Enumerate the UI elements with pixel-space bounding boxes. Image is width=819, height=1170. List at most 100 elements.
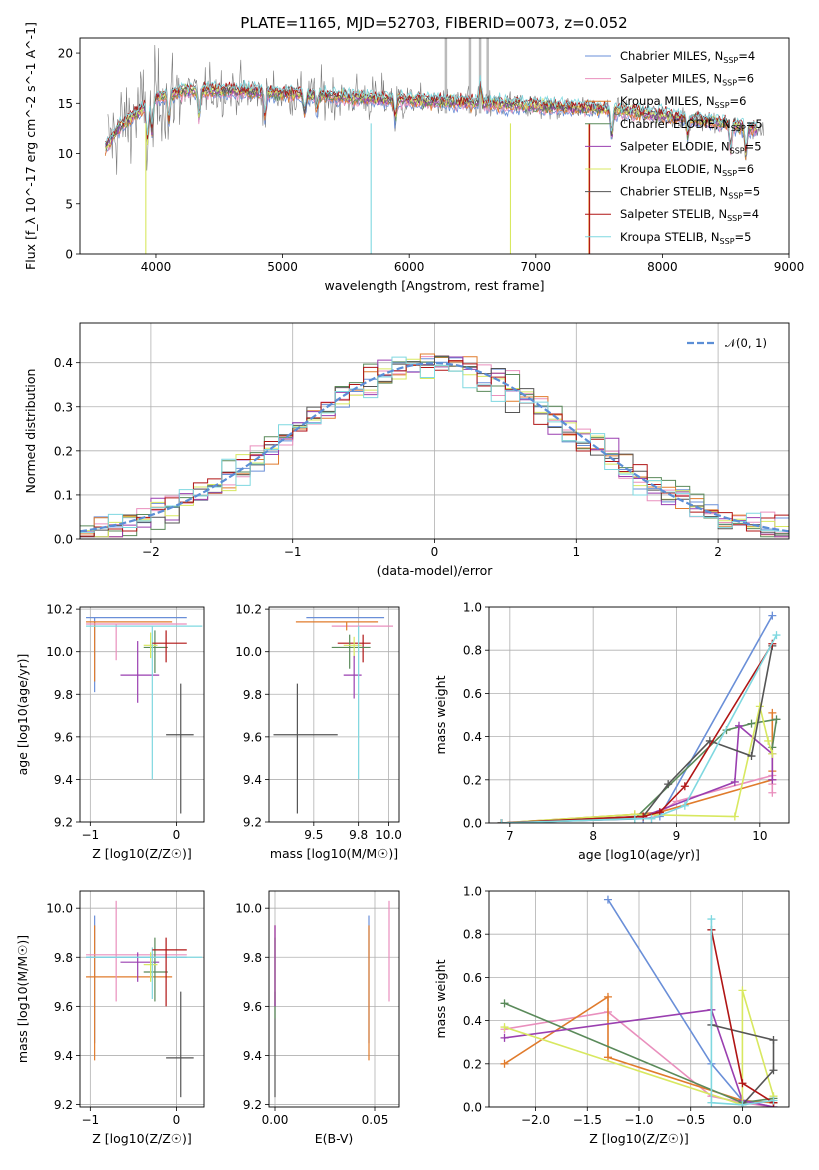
weight-line — [501, 706, 774, 823]
y-tick-label: 10.2 — [235, 603, 262, 617]
x-tick-label: 0.05 — [362, 1113, 389, 1127]
y-tick-label: 0.2 — [463, 1057, 482, 1071]
y-tick-label: 9.6 — [243, 730, 262, 744]
y-tick-label: 0.3 — [54, 400, 73, 414]
y-tick-label: 9.4 — [243, 773, 262, 787]
x-tick-label: −1 — [284, 545, 302, 559]
y-tick-label: 9.8 — [243, 688, 262, 702]
weight-marker — [500, 1023, 509, 1032]
weight-marker — [768, 708, 777, 717]
y-tick-label: 10.0 — [46, 902, 73, 916]
weight-vs-Z-axes: −2.0 −1.5 −1.0 −0.5 0.0 0.0 0.2 0.4 0.6 0.8 1.0 Z [… — [433, 885, 790, 1146]
weight-marker — [497, 819, 506, 823]
y-tick-label: 0.6 — [463, 971, 482, 985]
y-tick-label: 9.4 — [243, 1049, 262, 1063]
weight-line — [501, 724, 774, 823]
weight-line — [710, 919, 774, 1106]
x-tick-label: −1.5 — [573, 1113, 602, 1127]
legend-label: Chabrier ELODIE, NSSP=5 — [620, 117, 763, 133]
weight-marker — [768, 775, 777, 784]
spectrum-plot — [104, 38, 764, 254]
chart-title: PLATE=1165, MJD=52703, FIBERID=0073, z=0… — [240, 14, 627, 32]
mass-vs-Z-axes: −1 0 9.2 9.4 9.6 9.8 10.0 Z [log10(Z/Z☉)] mass [… — [15, 890, 205, 1146]
y-axis-label: Flux [f_λ 10^-17 erg cm^-2 s^-1 A^-1] — [23, 22, 38, 270]
mass-vs-Z-frame — [79, 890, 205, 1108]
weight-marker — [603, 895, 612, 904]
weight-marker — [738, 1079, 747, 1088]
residual-histogram — [80, 355, 789, 538]
weight-marker — [738, 1100, 747, 1107]
residuals-axes: −2 −1 0 1 2 0.0 0.1 0.2 0.3 0.4 (data-model)/error… — [23, 322, 790, 578]
y-axis-label: mass weight — [433, 959, 448, 1038]
weight-marker — [500, 1033, 509, 1042]
y-tick-label: 0.2 — [54, 444, 73, 458]
spectrum-axes: 4000 5000 6000 7000 8000 9000 0 5 10 15 20 waveleng… — [23, 22, 804, 293]
legend-label: Kroupa ELODIE, NSSP=6 — [620, 162, 754, 178]
weight-marker — [664, 780, 673, 789]
weight-marker — [772, 715, 781, 724]
x-tick-label: 0 — [431, 545, 439, 559]
weight-marker — [647, 814, 656, 823]
age-vs-mass-axes: 9.5 9.8 10.0 9.2 9.4 9.6 9.8 10.0 10.2 mass [log1… — [235, 603, 402, 861]
y-tick-label: 0.4 — [463, 1014, 482, 1028]
y-axis-label: Normed distribution — [23, 369, 38, 494]
x-tick-label: 0 — [173, 828, 181, 842]
weight-line — [501, 645, 774, 823]
y-tick-label: 9.2 — [54, 1098, 73, 1112]
mass-vs-ebv-plot — [269, 891, 399, 1107]
x-tick-label: 8000 — [647, 260, 678, 274]
y-tick-label: 15 — [58, 97, 73, 111]
y-tick-label: 9.8 — [54, 688, 73, 702]
x-tick-label: 4000 — [141, 260, 172, 274]
x-tick-label: 0.0 — [733, 1113, 752, 1127]
y-tick-label: 9.8 — [54, 951, 73, 965]
legend-label: Kroupa MILES, NSSP=6 — [620, 94, 746, 110]
x-axis-label: Z [log10(Z/Z☉)] — [92, 846, 192, 861]
y-tick-label: 10 — [58, 147, 73, 161]
mass-vs-Z-plot — [80, 891, 204, 1107]
x-axis-label: wavelength [Angstrom, rest frame] — [324, 278, 544, 293]
y-tick-label: 10.0 — [46, 645, 73, 659]
x-tick-label: 0 — [173, 1113, 181, 1127]
weight-marker — [730, 777, 739, 786]
weight-marker — [769, 1036, 778, 1045]
x-tick-label: −2.0 — [521, 1113, 550, 1127]
weight-marker — [747, 719, 756, 728]
y-tick-label: 9.4 — [54, 773, 73, 787]
x-tick-label: 5000 — [267, 260, 298, 274]
weight-marker — [603, 1053, 612, 1062]
legend-label: Chabrier STELIB, NSSP=5 — [620, 185, 760, 201]
weight-marker — [772, 631, 781, 640]
weight-marker — [768, 611, 777, 620]
residuals-plot — [80, 323, 789, 539]
mass-vs-ebv-frame — [268, 890, 400, 1108]
y-tick-label: 0.0 — [463, 817, 482, 831]
legend-label: Kroupa STELIB, NSSP=5 — [620, 230, 751, 246]
y-tick-label: 0.0 — [463, 1101, 482, 1115]
legend-label: Salpeter MILES, NSSP=6 — [620, 72, 754, 88]
legend-label: Salpeter ELODIE, NSSP=5 — [620, 139, 762, 155]
x-tick-label: 7000 — [521, 260, 552, 274]
residuals-frame — [79, 322, 790, 540]
y-tick-label: 10.2 — [46, 603, 73, 617]
y-tick-label: 10.0 — [235, 902, 262, 916]
y-tick-label: 1.0 — [463, 601, 482, 615]
weight-marker — [768, 788, 777, 797]
y-tick-label: 0.4 — [463, 730, 482, 744]
weight-line — [504, 990, 775, 1106]
x-tick-label: −0.5 — [676, 1113, 705, 1127]
x-tick-label: 8 — [589, 829, 597, 843]
weight-marker — [500, 999, 509, 1008]
age-vs-Z-axes: −1 0 9.2 9.4 9.6 9.8 10.0 10.2 Z [log10(Z/Z☉)] ag… — [15, 603, 205, 861]
x-tick-label: 0.00 — [262, 1113, 289, 1127]
x-tick-label: −1 — [81, 1113, 99, 1127]
x-tick-label: 6000 — [394, 260, 425, 274]
model-spectrum-line — [104, 87, 758, 157]
y-tick-label: 1.0 — [463, 885, 482, 899]
weight-marker — [707, 1098, 716, 1107]
weight-line — [501, 634, 778, 823]
x-tick-label: 9.5 — [304, 828, 323, 842]
age-vs-Z-frame — [79, 606, 205, 823]
weight-marker — [500, 1059, 509, 1068]
residual-histogram — [80, 356, 789, 533]
